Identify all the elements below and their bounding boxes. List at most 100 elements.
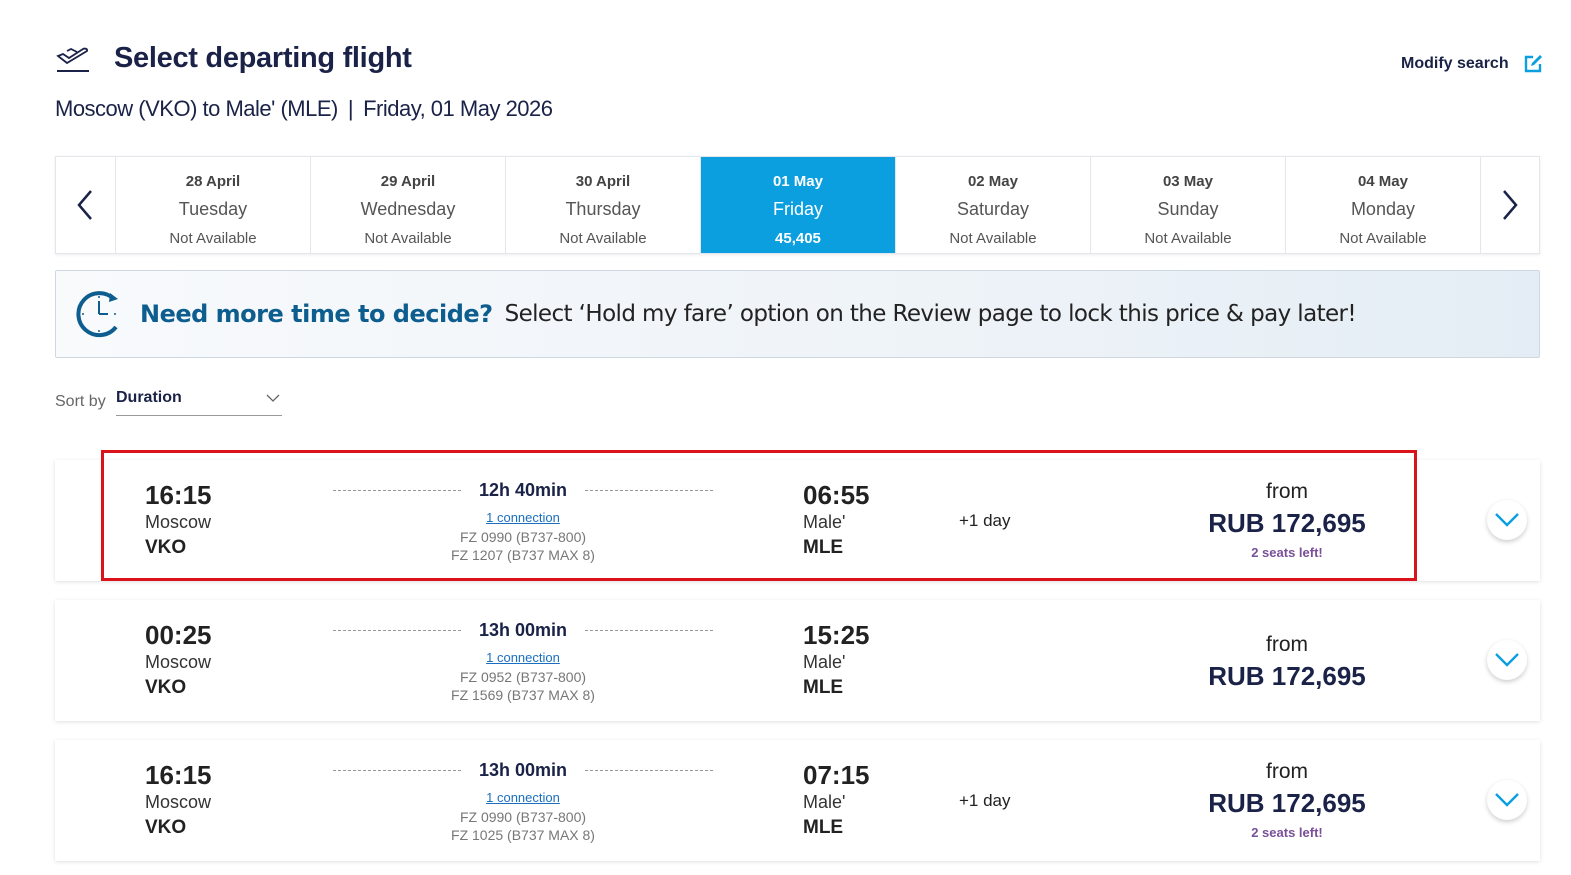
sort-label: Sort by	[55, 393, 106, 410]
day-offset: +1 day	[959, 511, 1011, 530]
date-option[interactable]: 03 May Sunday Not Available	[1089, 157, 1285, 253]
departure-code: VKO	[145, 817, 187, 838]
edit-icon	[1524, 55, 1542, 73]
arrival-code: MLE	[803, 817, 844, 838]
connection-link[interactable]: 1 connection	[486, 650, 560, 665]
date-price: Not Available	[364, 230, 452, 247]
price-from-label: from	[1266, 480, 1308, 503]
divider	[585, 490, 714, 491]
flight-segment: FZ 1569 (B737 MAX 8)	[451, 687, 595, 703]
expand-button[interactable]	[1487, 500, 1527, 540]
date-label: 01 May	[772, 173, 823, 190]
expand-button[interactable]	[1487, 780, 1527, 820]
departure-city: Moscow	[145, 792, 212, 812]
banner-text: Select ‘Hold my fare’ option on the Revi…	[504, 301, 1357, 327]
chevron-down-icon	[1495, 513, 1519, 527]
flight-segment: FZ 0952 (B737-800)	[459, 669, 587, 685]
date-option[interactable]: 02 May Saturday Not Available	[894, 157, 1090, 253]
date-option[interactable]: 28 April Tuesday Not Available	[114, 157, 310, 253]
price-from-label: from	[1266, 760, 1308, 783]
date-label: 03 May	[1162, 173, 1213, 190]
date-option[interactable]: 04 May Monday Not Available	[1284, 157, 1480, 253]
date-price: Not Available	[169, 230, 257, 247]
chevron-down-icon	[1495, 793, 1519, 807]
flight-segment: FZ 0990 (B737-800)	[459, 529, 587, 545]
flight-card[interactable]: 16:15 Moscow VKO 12h 40min 1 connection …	[55, 460, 1540, 581]
date-option[interactable]: 30 April Thursday Not Available	[504, 157, 700, 253]
chevron-right-icon	[1503, 190, 1518, 220]
date-label: 02 May	[967, 173, 1018, 190]
divider	[585, 630, 714, 631]
modify-search-button[interactable]: Modify search	[1401, 54, 1543, 74]
expand-button[interactable]	[1487, 640, 1527, 680]
arrival-time: 07:15	[803, 760, 870, 790]
chevron-down-icon	[1495, 653, 1519, 667]
duration: 12h 40min	[478, 480, 568, 500]
date-option[interactable]: 29 April Wednesday Not Available	[309, 157, 505, 253]
arrival-city: Male'	[803, 792, 846, 812]
flight-segment: FZ 0990 (B737-800)	[459, 809, 587, 825]
price-from-label: from	[1266, 633, 1308, 656]
divider	[585, 770, 714, 771]
hold-fare-banner: Need more time to decide? Select ‘Hold m…	[55, 270, 1540, 358]
arrival-code: MLE	[803, 537, 844, 558]
route: Moscow (VKO) to Male' (MLE)	[55, 96, 338, 121]
departure-code: VKO	[145, 677, 187, 698]
divider	[333, 630, 461, 631]
arrival-city: Male'	[803, 512, 846, 532]
arrival-city: Male'	[803, 652, 846, 672]
date-price: Not Available	[1339, 230, 1427, 247]
modify-search-label: Modify search	[1401, 55, 1509, 72]
flight-segment: FZ 1025 (B737 MAX 8)	[451, 827, 595, 843]
weekday-label: Sunday	[1157, 199, 1219, 219]
divider	[333, 490, 461, 491]
date-price: 45,405	[775, 230, 821, 247]
sort-dropdown[interactable]: Duration	[116, 386, 282, 416]
seats-left: 2 seats left!	[1251, 545, 1323, 560]
date-selector: 28 April Tuesday Not Available 29 April Wedn…	[55, 156, 1540, 254]
day-offset: +1 day	[959, 791, 1011, 810]
duration: 13h 00min	[478, 760, 568, 780]
connection-link[interactable]: 1 connection	[486, 790, 560, 805]
weekday-label: Friday	[772, 199, 823, 219]
weekday-label: Saturday	[956, 199, 1029, 219]
departure-time: 16:15	[145, 480, 212, 510]
date-price: Not Available	[949, 230, 1037, 247]
price: RUB 172,695	[1208, 508, 1366, 538]
travel-date: Friday, 01 May 2026	[363, 96, 553, 121]
flight-segment: FZ 1207 (B737 MAX 8)	[451, 547, 595, 563]
chevron-left-icon	[77, 190, 93, 220]
clock-icon	[76, 291, 118, 338]
price: RUB 172,695	[1208, 661, 1366, 691]
departure-city: Moscow	[145, 652, 212, 672]
chevron-down-icon	[266, 394, 280, 402]
route-summary: Moscow (VKO) to Male' (MLE) | Friday, 01 M…	[55, 96, 553, 122]
weekday-label: Wednesday	[360, 199, 456, 219]
date-label: 29 April	[380, 173, 436, 190]
banner-headline: Need more time to decide?	[140, 300, 493, 328]
duration: 13h 00min	[478, 620, 568, 640]
arrival-time: 15:25	[803, 620, 870, 650]
plane-departure-icon	[56, 47, 89, 72]
flight-card[interactable]: 16:15 Moscow VKO 13h 00min 1 connection …	[55, 740, 1540, 861]
date-option[interactable]: 01 May Friday 45,405	[699, 157, 895, 253]
departure-code: VKO	[145, 537, 187, 558]
weekday-label: Thursday	[565, 199, 641, 219]
divider	[333, 770, 461, 771]
departure-city: Moscow	[145, 512, 212, 532]
date-label: 04 May	[1357, 173, 1408, 190]
arrival-code: MLE	[803, 677, 844, 698]
date-label: 30 April	[575, 173, 631, 190]
flight-card[interactable]: 00:25 Moscow VKO 13h 00min 1 connection …	[55, 600, 1540, 721]
price: RUB 172,695	[1208, 788, 1366, 818]
seats-left: 2 seats left!	[1251, 825, 1323, 840]
weekday-label: Tuesday	[178, 199, 248, 219]
previous-dates-button[interactable]	[56, 157, 115, 253]
date-price: Not Available	[1144, 230, 1232, 247]
departure-time: 16:15	[145, 760, 212, 790]
date-label: 28 April	[185, 173, 241, 190]
date-price: Not Available	[559, 230, 647, 247]
connection-link[interactable]: 1 connection	[486, 510, 560, 525]
next-dates-button[interactable]	[1479, 157, 1539, 253]
sort-value: Duration	[116, 389, 182, 406]
